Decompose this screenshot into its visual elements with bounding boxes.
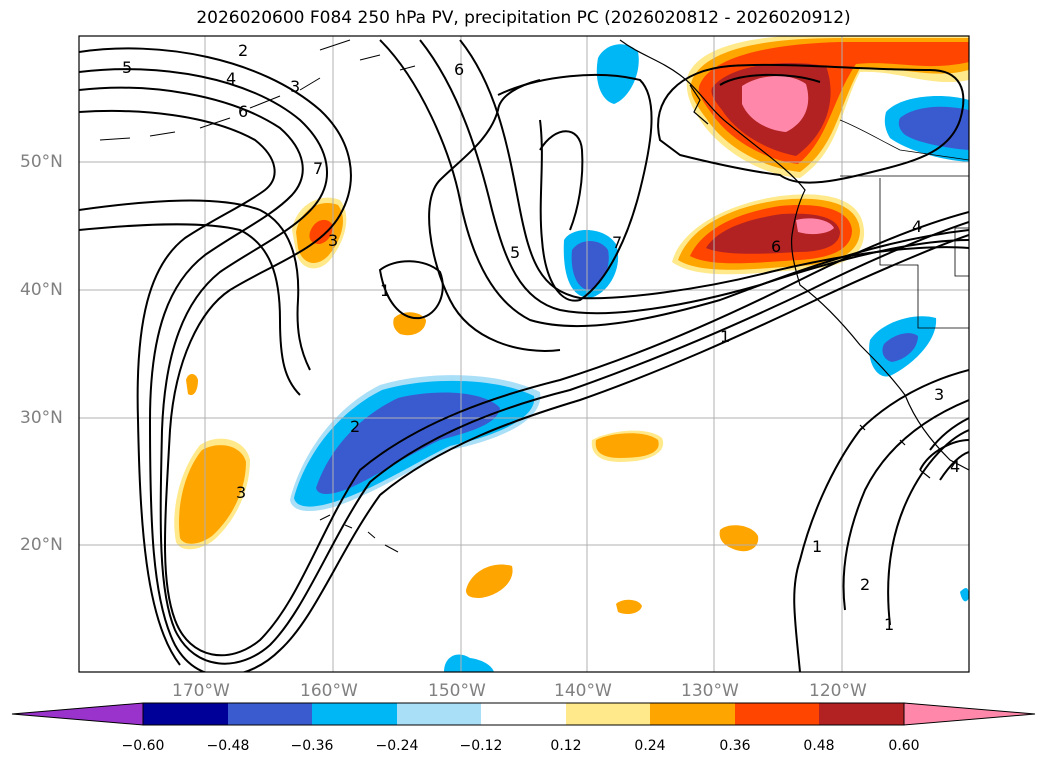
contour-label: 5	[510, 243, 520, 262]
colorbar-tick: −0.60	[121, 738, 165, 754]
map-frame	[78, 35, 970, 673]
contour-label: 4	[950, 457, 960, 476]
contour-label: 2	[350, 417, 360, 436]
colorbar-segment	[650, 703, 735, 725]
contour-label: 3	[934, 385, 944, 404]
contour-label: 3	[236, 483, 246, 502]
contour-label: 3	[290, 77, 300, 96]
contour-label: 7	[313, 159, 323, 178]
colorbar-segment	[819, 703, 904, 725]
lat-label-30n: 30°N	[20, 408, 63, 428]
contour-label: 4	[226, 69, 236, 88]
colorbar-tick: 0.48	[803, 738, 835, 754]
lat-label-50n: 50°N	[20, 152, 63, 172]
colorbar-segment	[735, 703, 819, 725]
contour-label: 1	[884, 615, 894, 634]
lon-label-160w: 160°W	[300, 681, 358, 701]
colorbar-tick: −0.24	[375, 738, 419, 754]
colorbar	[11, 702, 1036, 726]
lon-label-140w: 140°W	[554, 681, 612, 701]
graticule	[79, 36, 969, 672]
contour-label: 2	[238, 41, 248, 60]
contour-label: 6	[771, 237, 781, 256]
pv-contours	[79, 39, 969, 672]
colorbar-tick: −0.12	[459, 738, 503, 754]
colorbar-tick: 0.36	[719, 738, 751, 754]
contour-label: 6	[238, 102, 248, 121]
lon-label-130w: 130°W	[681, 681, 739, 701]
lon-label-170w: 170°W	[172, 681, 230, 701]
colorbar-segment	[566, 703, 650, 725]
colorbar-tick: −0.48	[206, 738, 250, 754]
contour-label: 4	[912, 217, 922, 236]
contour-label: 1	[720, 327, 730, 346]
colorbar-segment	[312, 703, 397, 725]
colorbar-tick: 0.24	[634, 738, 666, 754]
colorbar-tick: 0.60	[888, 738, 920, 754]
contour-label: 6	[454, 60, 464, 79]
contour-label: 2	[860, 575, 870, 594]
colorbar-tick: −0.36	[290, 738, 334, 754]
colorbar-tick: 0.12	[550, 738, 582, 754]
contour-labels: 2 4 3 5 6 7 3 1 5 7 6 6 1 2 3 1 2 1 4 4 …	[122, 41, 960, 634]
colorbar-segment	[481, 703, 566, 725]
colorbar-extend-low	[11, 702, 144, 726]
colorbar-extend-high	[903, 702, 1036, 726]
lon-label-120w: 120°W	[809, 681, 867, 701]
lat-label-40n: 40°N	[20, 280, 63, 300]
map-title: 2026020600 F084 250 hPa PV, precipitatio…	[196, 8, 851, 28]
contour-label: 5	[122, 58, 132, 77]
contour-label: 1	[380, 281, 390, 300]
colorbar-segment	[143, 703, 228, 725]
contour-label: 1	[812, 537, 822, 556]
lon-label-150w: 150°W	[428, 681, 486, 701]
contour-label: 7	[612, 233, 622, 252]
contour-label: 3	[328, 231, 338, 250]
colorbar-segment	[397, 703, 481, 725]
lat-label-20n: 20°N	[20, 535, 63, 555]
colorbar-segment	[228, 703, 312, 725]
